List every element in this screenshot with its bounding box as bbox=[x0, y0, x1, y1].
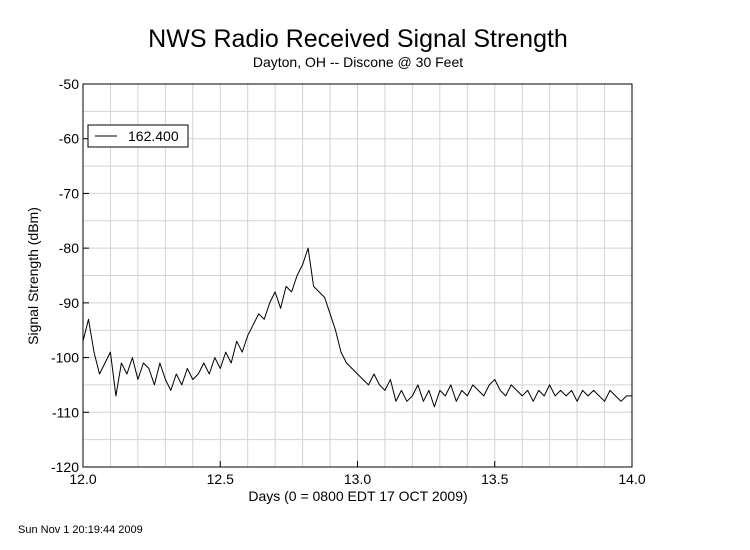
y-tick-label: -90 bbox=[59, 295, 79, 311]
x-axis: 12.0 12.5 13.0 13.5 14.0 bbox=[69, 461, 646, 487]
chart-title: NWS Radio Received Signal Strength bbox=[148, 25, 568, 53]
y-tick-label: -50 bbox=[59, 76, 79, 92]
footer-timestamp: Sun Nov 1 20:19:44 2009 bbox=[18, 524, 143, 536]
legend-entry: 162.400 bbox=[128, 128, 179, 144]
y-axis: -50 -60 -70 -80 -90 -100 -110 -120 bbox=[51, 76, 89, 475]
y-tick-label: -120 bbox=[51, 459, 79, 475]
y-tick-label: -80 bbox=[59, 240, 79, 256]
series-group bbox=[82, 247, 632, 408]
legend: 162.400 bbox=[87, 124, 189, 148]
y-tick-label: -110 bbox=[52, 404, 79, 420]
chart-subtitle: Dayton, OH -- Discone @ 30 Feet bbox=[253, 54, 463, 70]
x-tick-label: 13.0 bbox=[344, 471, 371, 487]
x-tick-label: 14.0 bbox=[618, 471, 645, 487]
y-tick-label: -60 bbox=[59, 131, 79, 147]
y-tick-label: -100 bbox=[51, 350, 79, 366]
legend-box bbox=[87, 124, 189, 148]
grid bbox=[83, 84, 632, 467]
x-tick-label: 13.5 bbox=[481, 471, 508, 487]
y-tick-label: -70 bbox=[59, 185, 79, 201]
x-tick-label: 12.5 bbox=[207, 471, 234, 487]
y-axis-label: Signal Strength (dBm) bbox=[25, 207, 41, 345]
series-line bbox=[82, 247, 632, 408]
x-tick-label: 12.0 bbox=[69, 471, 96, 487]
x-axis-label: Days (0 = 0800 EDT 17 OCT 2009) bbox=[248, 488, 467, 504]
